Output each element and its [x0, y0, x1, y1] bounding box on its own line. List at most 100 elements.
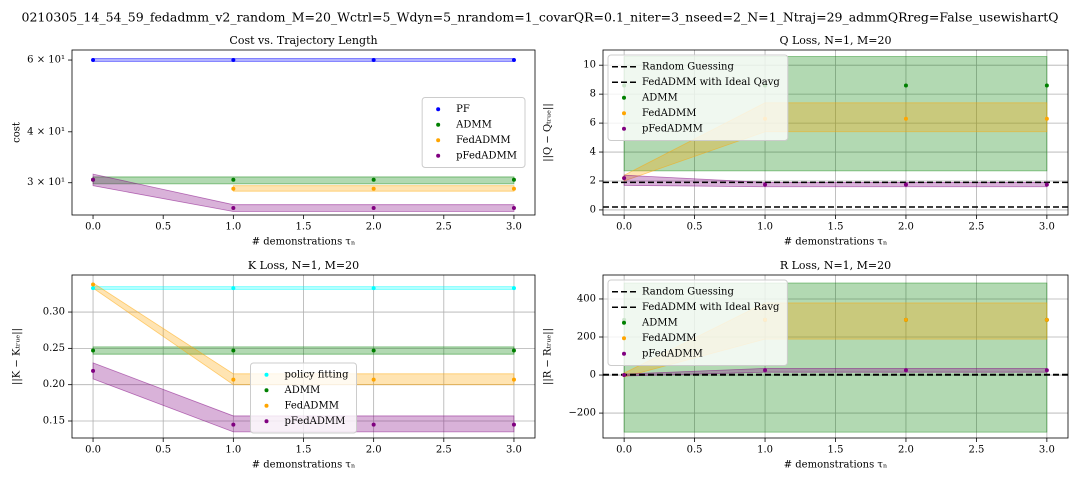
x-axis-label: # demonstrations τₙ [252, 460, 356, 471]
subplot-title: R Loss, N=1, M=20 [780, 259, 891, 272]
data-point [1044, 368, 1049, 373]
subplot: R Loss, N=1, M=20 # demonstrations τₙ ||R … [543, 259, 1069, 471]
legend-label: FedADMM [285, 400, 339, 411]
y-axis-label: cost [12, 122, 23, 143]
legend: Random Guessing FedADMM with Ideal Qavg AD… [607, 54, 789, 141]
legend-swatch [622, 111, 626, 116]
data-point [903, 182, 908, 187]
x-axis-label: # demonstrations τₙ [252, 237, 356, 248]
legend-swatch [622, 320, 626, 325]
y-tick-label: 400 [577, 293, 596, 304]
data-point [91, 58, 96, 63]
plot-frame [71, 49, 536, 216]
x-tick-label: 0.0 [616, 445, 632, 456]
x-tick-label: 0.5 [155, 445, 171, 456]
x-tick-label: 1.0 [225, 445, 241, 456]
y-tick-label: 0.15 [43, 416, 65, 427]
data-point [903, 368, 908, 373]
x-tick-label: 2.5 [968, 222, 984, 233]
x-tick-label: 1.5 [828, 445, 844, 456]
x-tick-label: 1.5 [296, 222, 312, 233]
y-tick-label: 0 [590, 204, 596, 215]
data-point [511, 58, 516, 63]
x-tick-label: 1.0 [225, 222, 241, 233]
x-tick-label: 0.0 [85, 445, 101, 456]
data-point [231, 186, 236, 191]
data-point [231, 377, 236, 382]
data-point [1044, 317, 1049, 322]
data-point [371, 422, 376, 427]
data-point [371, 58, 376, 63]
x-tick-label: 3.0 [506, 445, 522, 456]
x-tick-label: 3.0 [1039, 445, 1055, 456]
data-point [511, 286, 516, 291]
subplot: K Loss, N=1, M=20 # demonstrations τₙ ||K … [12, 259, 536, 471]
x-tick-label: 2.0 [898, 222, 914, 233]
y-tick-label: 8 [590, 89, 596, 100]
x-tick-label: 2.5 [968, 445, 984, 456]
legend-label: ADMM [641, 317, 678, 328]
legend-swatch [264, 372, 269, 377]
y-tick-label: 0.30 [43, 307, 65, 318]
legend-swatch [436, 122, 441, 127]
y-tick-label: 4 × 10¹ [27, 126, 65, 137]
data-point [1044, 83, 1049, 88]
figure-title: 0210305_14_54_59_fedadmm_v2_random_M=20_… [22, 10, 1059, 25]
y-tick-label: 2 [590, 175, 596, 186]
data-point [91, 282, 96, 287]
data-point [511, 177, 516, 182]
plot-frame [602, 49, 1069, 216]
y-tick-label: 0.25 [43, 343, 65, 354]
data-point [371, 186, 376, 191]
data-point [371, 206, 376, 211]
legend-label: FedADMM [456, 135, 510, 146]
x-tick-label: 1.5 [296, 445, 312, 456]
data-point [763, 368, 768, 373]
y-tick-label: 0 [590, 370, 596, 381]
data-point [511, 348, 516, 353]
y-tick-label: 4 [590, 147, 596, 158]
data-point [231, 58, 236, 63]
plot-frame [71, 274, 536, 439]
x-tick-label: 3.0 [506, 222, 522, 233]
y-tick-label: 0.20 [43, 379, 65, 390]
legend-label: ADMM [641, 92, 678, 103]
legend-label: FedADMM [642, 108, 696, 119]
error-band [92, 58, 515, 62]
data-point [91, 177, 96, 182]
legend: Random Guessing FedADMM with Ideal Ravg AD… [607, 279, 788, 366]
y-axis-label: ||K − Kₜᵣᵤₑ|| [12, 328, 23, 385]
legend: policy fitting ADMM FedADMM pFedADMM [250, 362, 357, 434]
x-tick-label: 0.0 [85, 222, 101, 233]
legend-label: pFedADMM [456, 150, 517, 161]
x-tick-label: 2.0 [366, 445, 382, 456]
subplot: Q Loss, N=1, M=20 # demonstrations τₙ ||Q … [543, 34, 1069, 248]
legend: PF ADMM FedADMM pFedADMM [421, 97, 526, 168]
data-point [371, 377, 376, 382]
legend-box [607, 54, 789, 141]
error-band [92, 286, 515, 290]
data-point [903, 116, 908, 121]
y-axis-label: ||Q − Qₜᵣᵤₑ|| [543, 103, 554, 161]
x-tick-label: 3.0 [1039, 222, 1055, 233]
error-band [92, 176, 515, 185]
data-point [231, 348, 236, 353]
y-tick-label: 3 × 10¹ [27, 177, 65, 188]
data-point [231, 422, 236, 427]
y-tick-label: −200 [569, 408, 596, 419]
x-tick-label: 0.0 [616, 222, 632, 233]
legend-swatch [622, 126, 626, 131]
legend-swatch [264, 403, 269, 408]
data-point [231, 177, 236, 182]
x-tick-label: 0.5 [155, 222, 171, 233]
data-point [763, 182, 768, 187]
legend-label: ADMM [284, 385, 321, 396]
x-tick-label: 1.5 [828, 222, 844, 233]
subplot-title: Q Loss, N=1, M=20 [779, 34, 891, 47]
x-tick-label: 1.0 [757, 222, 773, 233]
x-tick-label: 2.5 [436, 222, 452, 233]
legend-label: ADMM [455, 119, 492, 130]
x-tick-label: 1.0 [757, 445, 773, 456]
y-tick-label: 6 [590, 118, 596, 129]
